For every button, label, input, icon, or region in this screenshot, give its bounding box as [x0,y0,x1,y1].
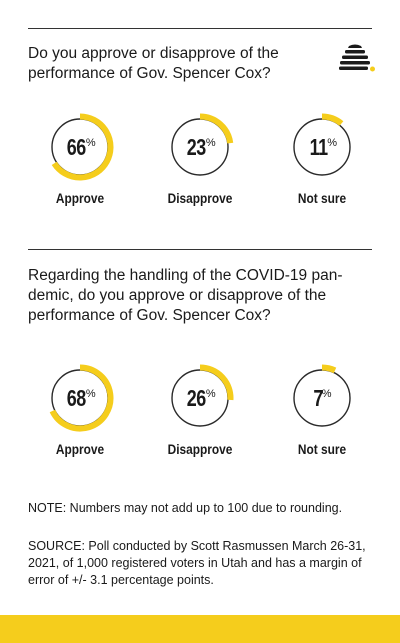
value-number: 23 [187,133,207,160]
donut-value: 7% [292,368,352,428]
donut-value: 66% [50,117,110,177]
donut-not-sure: 11% Not sure [272,113,372,227]
donut-ring [49,364,114,432]
value-number: 11 [309,133,329,160]
category-label: Approve [55,441,105,457]
donut-approve: 68% Approve [30,364,130,478]
rounding-note: NOTE: Numbers may not add up to 100 due … [28,501,343,515]
percent-sign: % [205,137,216,149]
percent-sign: % [85,388,96,400]
donut-disapprove: 23% Disapprove [150,113,250,227]
value-arc [199,113,234,144]
bottom-accent-bar [0,615,400,643]
donut-ring [293,113,351,176]
title-line: performance of Gov. Spencer Cox? [28,307,271,324]
chart-2: 68% Approve 26% Disapprove 7% Not sure [0,364,400,478]
question-2-title: Regarding the handling of the COVID-19 p… [28,266,360,326]
middle-divider [28,249,372,250]
category-label: Approve [55,190,105,206]
value-arc [321,364,337,374]
category-label: Not sure [297,190,347,206]
value-arc [321,113,344,126]
donut-ring [51,113,114,181]
value-arc [199,364,234,401]
percent-sign: % [327,137,338,149]
title-line: Regarding the handling of the COVID-19 p… [28,267,343,284]
category-label: Disapprove [167,190,233,206]
donut-ring [171,364,234,427]
donut-not-sure: 7% Not sure [272,364,372,478]
percent-sign: % [205,388,216,400]
donut-ring [171,113,234,176]
value-number: 26 [187,384,207,411]
donut-ring [293,364,351,427]
donut-value: 11% [292,117,352,177]
ring-outline [171,118,229,176]
value-arc [49,364,114,432]
donut-value: 68% [50,368,110,428]
chart-1: 66% Approve 23% Disapprove 11% Not sure [0,113,400,227]
title-line: demic, do you approve or disapprove of t… [28,287,327,304]
value-number: 66 [67,133,87,160]
percent-sign: % [321,388,332,400]
category-label: Not sure [297,441,347,457]
donut-approve: 66% Approve [30,113,130,227]
beehive-icon [339,44,375,72]
top-divider [28,28,372,29]
value-arc [51,113,114,181]
question-1-title: Do you approve or disapprove of the perf… [28,45,279,82]
percent-sign: % [85,137,96,149]
ring-outline [293,369,351,427]
value-number: 7 [313,384,324,411]
source-note: SOURCE: Poll conducted by Scott Rasmusse… [28,539,366,587]
value-number: 68 [67,384,87,411]
donut-disapprove: 26% Disapprove [150,364,250,478]
category-label: Disapprove [167,441,233,457]
donut-value: 23% [170,117,230,177]
donut-value: 26% [170,368,230,428]
